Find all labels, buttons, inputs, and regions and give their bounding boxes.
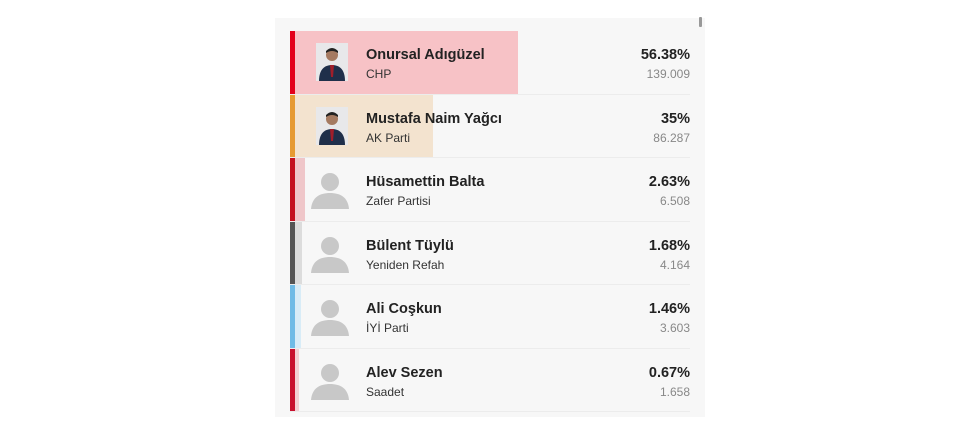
vote-percent: 35% bbox=[660, 110, 690, 127]
party-name: CHP bbox=[366, 67, 392, 81]
candidate-photo bbox=[316, 43, 348, 81]
vote-count: 139.009 bbox=[646, 67, 690, 81]
vote-percent: 0.67% bbox=[648, 364, 690, 381]
party-name: Saadet bbox=[366, 384, 405, 399]
vote-percent: 1.68% bbox=[648, 237, 690, 254]
avatar-placeholder-icon bbox=[310, 235, 350, 273]
candidate-row[interactable]: Hüsamettin Balta Zafer Partisi 2.63% 6.5… bbox=[290, 158, 690, 222]
party-name: Yeniden Refah bbox=[366, 257, 445, 272]
candidate-row[interactable]: Bülent Tüylü Yeniden Refah 1.68% 4.164 bbox=[290, 221, 690, 285]
candidate-row[interactable]: Mustafa Naim Yağcı AK Parti 35% 86.287 bbox=[290, 94, 690, 158]
party-color-bar bbox=[290, 31, 295, 94]
party-color-bar bbox=[290, 94, 295, 157]
candidate-name: Bülent Tüylü bbox=[366, 237, 454, 254]
candidate-name: Ali Coşkun bbox=[366, 301, 442, 317]
candidate-name: Alev Sezen bbox=[366, 364, 443, 381]
vote-share-fill bbox=[295, 221, 302, 284]
avatar-placeholder-icon bbox=[310, 171, 350, 209]
party-color-bar bbox=[290, 221, 295, 284]
avatar-placeholder-icon bbox=[310, 298, 350, 336]
vote-count: 6.508 bbox=[659, 194, 690, 208]
vote-count: 86.287 bbox=[653, 130, 690, 145]
vote-share-fill bbox=[295, 285, 301, 348]
party-color-bar bbox=[290, 348, 295, 411]
candidate-name: Mustafa Naim Yağcı bbox=[366, 110, 502, 127]
vote-share-fill bbox=[295, 348, 299, 411]
candidate-row[interactable]: Ali Coşkun İYİ Parti 1.46% 3.603 bbox=[290, 285, 690, 349]
vote-count: 1.658 bbox=[659, 384, 690, 399]
candidate-list: Onursal Adıgüzel CHP 56.38% 139.009 Must… bbox=[290, 31, 690, 412]
vote-percent: 56.38% bbox=[640, 47, 690, 63]
party-name: Zafer Partisi bbox=[366, 194, 431, 208]
party-name: AK Parti bbox=[366, 130, 411, 145]
scrollbar[interactable] bbox=[699, 17, 702, 27]
vote-count: 3.603 bbox=[659, 321, 690, 335]
vote-percent: 1.46% bbox=[648, 301, 690, 317]
party-name: İYİ Parti bbox=[366, 321, 409, 335]
candidate-name: Hüsamettin Balta bbox=[366, 174, 485, 190]
vote-count: 4.164 bbox=[659, 257, 690, 272]
party-color-bar bbox=[290, 285, 295, 348]
candidate-photo bbox=[316, 106, 348, 145]
candidate-row[interactable]: Onursal Adıgüzel CHP 56.38% 139.009 bbox=[290, 31, 690, 95]
party-color-bar bbox=[290, 158, 295, 221]
vote-share-fill bbox=[295, 158, 306, 221]
candidate-name: Onursal Adıgüzel bbox=[366, 47, 485, 63]
avatar-placeholder-icon bbox=[310, 362, 350, 400]
vote-percent: 2.63% bbox=[648, 174, 690, 190]
candidate-row[interactable]: Alev Sezen Saadet 0.67% 1.658 bbox=[290, 348, 690, 412]
